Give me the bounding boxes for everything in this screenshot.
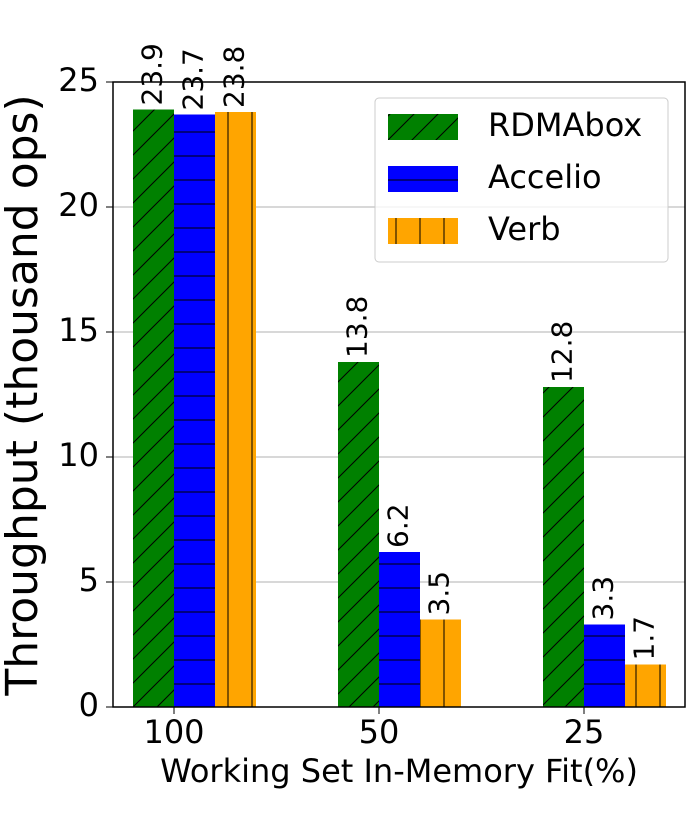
value-label: 23.7 <box>177 48 210 110</box>
y-tick-label: 25 <box>58 61 99 99</box>
bar <box>420 619 461 707</box>
x-tick-label: 25 <box>564 713 605 751</box>
legend-label: Accelio <box>488 158 602 196</box>
legend-swatch <box>388 166 458 192</box>
value-label: 12.8 <box>546 321 579 383</box>
legend-label: RDMAbox <box>488 106 642 144</box>
value-label: 3.3 <box>587 576 620 621</box>
value-label: 23.9 <box>136 43 169 105</box>
value-label: 23.8 <box>218 46 251 108</box>
legend-swatch <box>388 218 458 244</box>
bar <box>379 552 420 707</box>
legend-swatch <box>388 114 458 140</box>
bar <box>543 387 584 707</box>
bar <box>584 624 625 707</box>
value-label: 13.8 <box>341 296 374 358</box>
y-axis-label: Throughput (thousand ops) <box>0 94 48 696</box>
bar <box>625 664 666 707</box>
value-label: 1.7 <box>628 616 661 661</box>
value-label: 3.5 <box>423 571 456 616</box>
plot-frame <box>112 81 686 708</box>
x-tick-label: 50 <box>359 713 400 751</box>
x-tick-label: 100 <box>143 713 204 751</box>
y-tick-label: 20 <box>58 186 99 224</box>
y-tick-label: 10 <box>58 436 99 474</box>
bar <box>338 362 379 707</box>
value-label: 6.2 <box>382 503 415 548</box>
bar <box>133 109 174 707</box>
y-tick-label: 5 <box>79 561 99 599</box>
y-tick-label: 0 <box>79 686 99 724</box>
y-tick-label: 15 <box>58 311 99 349</box>
bar <box>174 114 215 707</box>
x-axis-label: Working Set In-Memory Fit(%) <box>160 752 638 790</box>
bar <box>215 112 256 707</box>
legend-label: Verb <box>488 210 561 248</box>
